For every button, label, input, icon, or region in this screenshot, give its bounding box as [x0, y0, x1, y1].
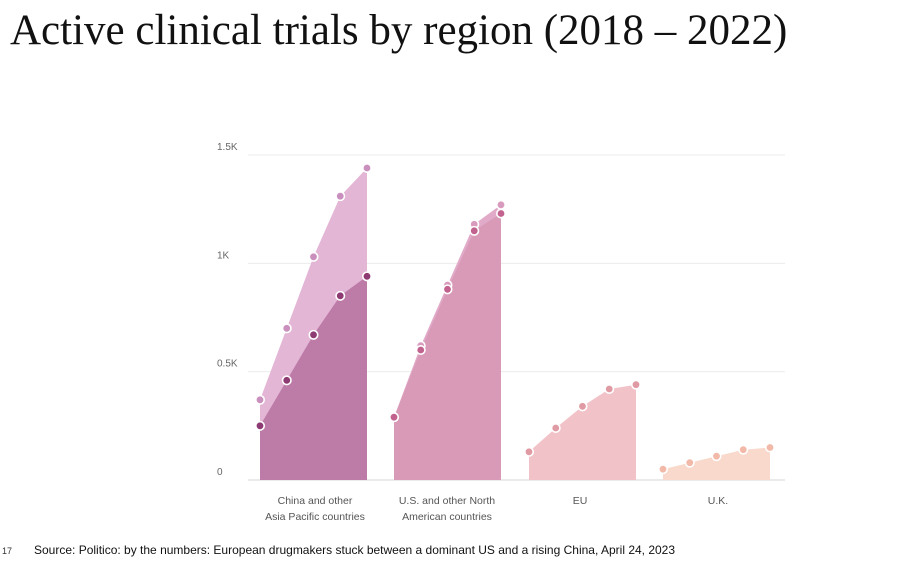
data-point [335, 290, 346, 301]
data-point [361, 271, 372, 282]
data-point [495, 208, 506, 219]
category-label: EU [573, 495, 588, 507]
data-point [495, 199, 506, 210]
y-tick-label: 0.5K [217, 359, 238, 370]
data-point [281, 375, 292, 386]
category-label: China and other [278, 495, 353, 507]
data-point [442, 284, 453, 295]
data-point [630, 379, 641, 390]
data-point [577, 401, 588, 412]
slide-number: 17 [2, 546, 13, 556]
source-note: Source: Politico: by the numbers: Europe… [34, 543, 676, 557]
data-point [684, 457, 695, 468]
data-point [604, 383, 615, 394]
data-point [255, 394, 266, 405]
y-tick-label: 1.5K [217, 142, 238, 153]
data-point [388, 412, 399, 423]
page-title: Active clinical trials by region (2018 –… [10, 7, 788, 54]
data-point [255, 420, 266, 431]
category-label: U.S. and other North [399, 495, 495, 507]
y-tick-label: 0 [217, 467, 223, 478]
data-point [711, 451, 722, 462]
data-point [657, 464, 668, 475]
data-point [308, 251, 319, 262]
data-point [523, 446, 534, 457]
category-label: Asia Pacific countries [265, 511, 365, 523]
series-area [260, 276, 367, 480]
data-point [764, 442, 775, 453]
series-area [394, 213, 501, 480]
category-label: U.K. [708, 495, 728, 507]
data-point [281, 323, 292, 334]
data-point [335, 191, 346, 202]
series-area [663, 447, 770, 480]
category-label: American countries [402, 511, 492, 523]
data-point [469, 225, 480, 236]
data-point [738, 444, 749, 455]
data-point [550, 422, 561, 433]
data-point [361, 163, 372, 174]
y-tick-label: 1K [217, 250, 230, 261]
series-area [529, 384, 636, 480]
data-point [308, 329, 319, 340]
data-point [415, 344, 426, 355]
